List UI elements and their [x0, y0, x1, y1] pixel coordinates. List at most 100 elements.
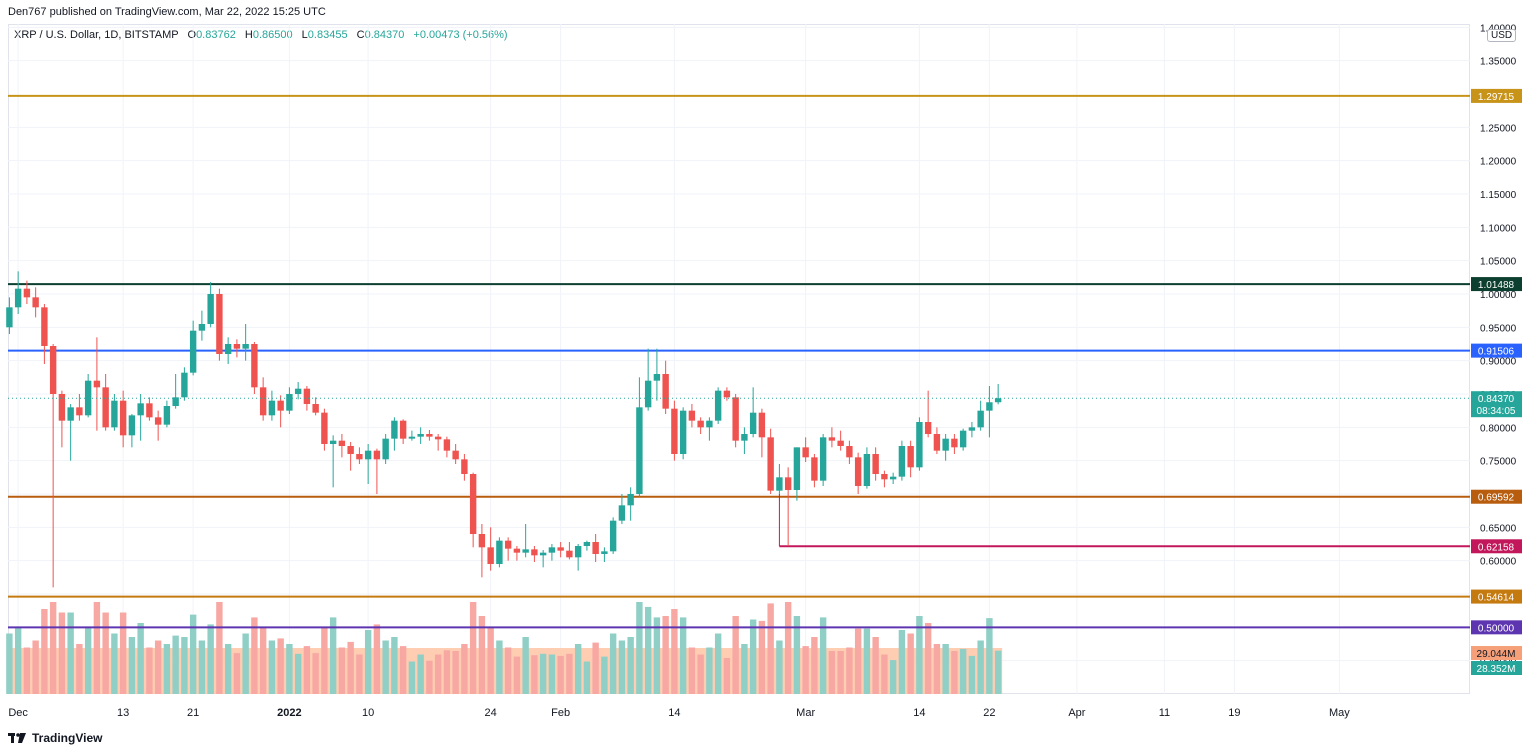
- volume-bar: [154, 640, 162, 694]
- volume-bar: [802, 646, 809, 694]
- candle-body: [434, 436, 442, 440]
- volume-bar: [574, 644, 582, 694]
- candle-body: [898, 446, 906, 477]
- volume-bar: [819, 617, 827, 694]
- candle-body: [942, 438, 949, 451]
- y-tick-label: 1.05000: [1480, 257, 1517, 268]
- volume-bar: [198, 640, 206, 694]
- candle-body: [373, 450, 381, 460]
- volume-bar: [793, 616, 801, 694]
- volume-bar: [889, 660, 897, 694]
- volume-bar: [321, 627, 328, 694]
- y-tick-label: 0.95000: [1480, 323, 1517, 334]
- volume-bar: [189, 614, 197, 694]
- volume-bar: [697, 654, 704, 694]
- volume-bar: [548, 654, 556, 694]
- tradingview-brand[interactable]: TradingView: [32, 731, 103, 745]
- volume-bar: [706, 647, 713, 694]
- candle-body: [408, 436, 416, 439]
- volume-bar: [207, 624, 214, 694]
- candle-body: [671, 408, 678, 454]
- candle-body: [539, 552, 547, 556]
- change-value: +0.00473 (+0.56%): [413, 29, 508, 41]
- volume-bar: [233, 653, 241, 694]
- low-value: 0.83455: [307, 29, 348, 41]
- volume-bar: [854, 628, 862, 694]
- candle-body: [881, 474, 888, 480]
- volume-bar: [391, 637, 398, 694]
- volume-bar: [181, 637, 188, 694]
- candle-body: [504, 540, 512, 549]
- candle-body: [172, 397, 179, 406]
- volume-bar: [268, 640, 276, 694]
- candle-body: [382, 438, 389, 460]
- candle-body: [951, 438, 958, 448]
- volume-bar: [277, 638, 284, 694]
- low-label: L: [301, 29, 308, 41]
- open-value: 0.83762: [196, 29, 236, 41]
- tradingview-logo-icon: [8, 733, 26, 743]
- volume-bar: [259, 626, 267, 694]
- candle-body: [513, 548, 521, 553]
- candle-body: [627, 494, 634, 506]
- volume-bar: [872, 637, 879, 694]
- volume-bar: [382, 640, 389, 694]
- volume-bar: [303, 646, 311, 694]
- x-tick-label: Dec: [8, 707, 28, 719]
- candle-body: [347, 446, 354, 454]
- volume-bar: [434, 654, 442, 694]
- candle-body: [224, 344, 232, 354]
- candle-body: [207, 294, 214, 324]
- candle-body: [653, 374, 661, 381]
- candle-body: [872, 454, 879, 474]
- volume-bar: [461, 644, 468, 694]
- candle-body: [461, 459, 468, 474]
- volume-bar: [452, 651, 459, 694]
- candle-body: [749, 412, 757, 434]
- candle-body: [338, 440, 346, 446]
- y-tick-label: 1.10000: [1480, 223, 1517, 234]
- candle-body: [487, 547, 494, 564]
- volume-value-tag: [1471, 661, 1522, 675]
- candle-body: [102, 387, 109, 428]
- symbol-title[interactable]: XRP / U.S. Dollar, 1D, BITSTAMP: [14, 29, 179, 41]
- volume-value-label: 28.352M: [1477, 664, 1516, 675]
- x-tick-label: 11: [1159, 707, 1170, 719]
- candle-body: [531, 549, 538, 556]
- open-label: O: [187, 29, 197, 41]
- level-price-label: 0.69592: [1478, 493, 1515, 504]
- volume-bar: [557, 655, 564, 694]
- candle-body: [452, 450, 459, 460]
- candle-body: [303, 388, 311, 404]
- candle-body: [496, 540, 503, 564]
- volume-bar: [504, 647, 512, 694]
- candle-body: [732, 397, 739, 441]
- y-tick-label: 0.75000: [1480, 457, 1517, 468]
- x-tick-label: 14: [668, 707, 680, 719]
- volume-bar: [653, 617, 661, 694]
- volume-bar: [32, 640, 39, 694]
- y-tick-label: 1.40000: [1480, 23, 1517, 34]
- level-price-tag: [1471, 489, 1522, 504]
- volume-bar: [364, 630, 372, 694]
- volume-value-label: 29.044M: [1477, 649, 1516, 660]
- candle-body: [706, 420, 713, 428]
- candle-body: [137, 403, 144, 416]
- volume-bar: [286, 644, 293, 694]
- level-price-tag: [1471, 277, 1522, 292]
- candle-body: [968, 427, 976, 431]
- level-price-label: 1.29715: [1478, 92, 1515, 103]
- volume-bar: [338, 647, 346, 694]
- x-tick-label: 21: [187, 707, 199, 719]
- y-tick-label: 1.15000: [1480, 190, 1517, 201]
- x-tick-label: 19: [1228, 707, 1240, 719]
- volume-bar: [601, 656, 608, 694]
- volume-bar: [977, 640, 984, 694]
- candle-body: [819, 437, 827, 481]
- currency-badge[interactable]: USD: [1487, 29, 1517, 42]
- candle-body: [251, 344, 258, 388]
- volume-bar: [251, 617, 258, 694]
- candle-body: [741, 434, 748, 441]
- x-tick-label: Mar: [796, 707, 815, 719]
